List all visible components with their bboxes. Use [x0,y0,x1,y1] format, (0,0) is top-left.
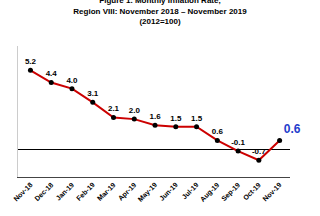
svg-text:-0.7: -0.7 [252,147,266,156]
svg-text:2.0: 2.0 [129,106,141,115]
svg-text:Jan-19: Jan-19 [55,181,76,202]
svg-text:5.2: 5.2 [25,57,37,66]
svg-text:Sep-19: Sep-19 [220,181,242,203]
svg-text:0.6: 0.6 [212,127,224,136]
svg-text:1.6: 1.6 [149,112,161,121]
svg-text:Apr-19: Apr-19 [117,181,138,202]
svg-text:Feb-19: Feb-19 [75,181,96,202]
svg-text:Oct-19: Oct-19 [242,181,262,201]
svg-text:May-19: May-19 [136,181,159,204]
svg-text:Jun-19: Jun-19 [158,181,179,202]
svg-text:4.0: 4.0 [66,76,78,85]
svg-text:Figure 1. Monthly Inflation Ra: Figure 1. Monthly Inflation Rate,Region … [73,0,247,26]
svg-text:Jul-19: Jul-19 [180,181,199,200]
svg-text:Aug-19: Aug-19 [199,181,222,204]
svg-text:1.5: 1.5 [170,114,182,123]
svg-text:Nov-19: Nov-19 [261,181,283,203]
svg-text:3.1: 3.1 [87,89,99,98]
svg-text:Mar-19: Mar-19 [96,181,117,202]
svg-text:2.1: 2.1 [108,104,120,113]
svg-text:4.4: 4.4 [46,69,58,78]
svg-text:0.6: 0.6 [284,122,301,136]
svg-text:-0.1: -0.1 [231,138,245,147]
svg-text:1.5: 1.5 [191,114,203,123]
svg-text:Nov-18: Nov-18 [12,181,34,203]
svg-text:Dec-18: Dec-18 [33,181,54,202]
